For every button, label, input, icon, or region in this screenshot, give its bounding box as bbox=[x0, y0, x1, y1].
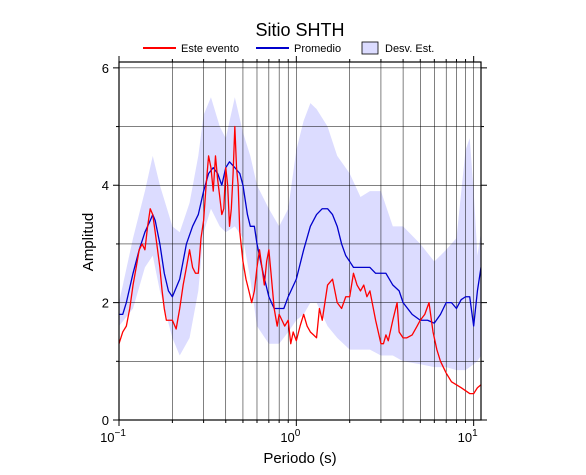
legend-swatch-desv-est bbox=[361, 41, 379, 55]
y-tick-label: 0 bbox=[102, 413, 109, 428]
y-tick-label: 4 bbox=[102, 178, 109, 193]
plot-frame bbox=[118, 61, 482, 421]
chart-title: Sitio SHTH bbox=[255, 20, 344, 40]
y-tick-label: 2 bbox=[102, 296, 109, 311]
grid bbox=[119, 62, 481, 420]
x-tick-label-base: 10 bbox=[458, 430, 472, 445]
x-tick-label: 10−1 bbox=[100, 428, 126, 445]
x-tick-label-exponent: 1 bbox=[472, 428, 478, 439]
plot-clipped-group bbox=[119, 62, 481, 420]
plot-area bbox=[119, 62, 481, 420]
legend: Este evento Promedio Desv. Est. bbox=[143, 41, 434, 55]
legend-label-este-evento: Este evento bbox=[181, 43, 239, 55]
y-axis-label: Amplitud bbox=[80, 213, 97, 271]
x-tick-label-exponent: −1 bbox=[115, 428, 127, 439]
series-line-promedio bbox=[119, 161, 481, 327]
x-tick-label-base: 10 bbox=[280, 430, 294, 445]
x-tick-label-base: 10 bbox=[100, 430, 114, 445]
x-tick-label: 101 bbox=[458, 428, 478, 445]
x-tick-label-exponent: 0 bbox=[295, 428, 301, 439]
legend-label-promedio: Promedio bbox=[294, 43, 341, 55]
series-line-este-evento bbox=[119, 125, 481, 395]
x-axis-label: Periodo (s) bbox=[263, 450, 336, 467]
y-tick-label: 6 bbox=[102, 61, 109, 76]
x-tick-label: 100 bbox=[280, 428, 300, 445]
std-dev-band bbox=[119, 97, 481, 371]
legend-label-desv-est: Desv. Est. bbox=[385, 43, 434, 55]
